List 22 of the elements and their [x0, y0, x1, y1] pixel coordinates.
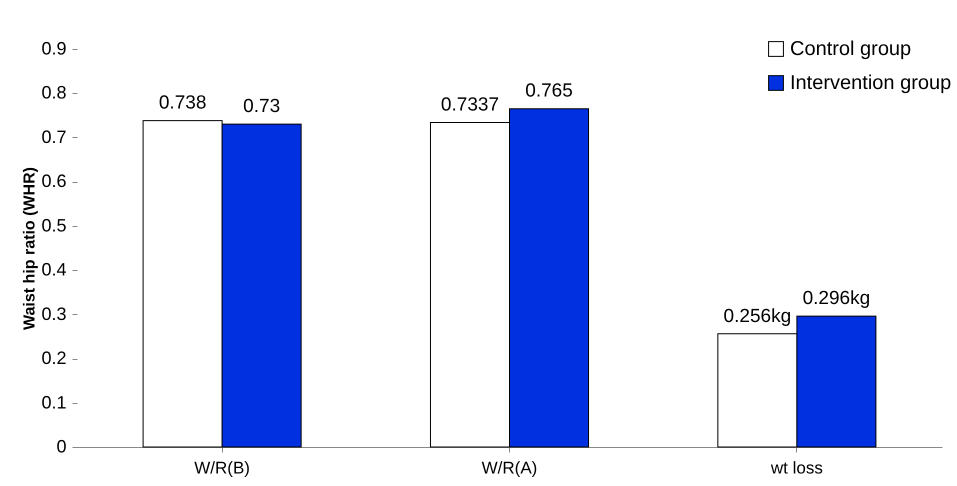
legend-label: Intervention group [790, 72, 952, 94]
x-tick-label: W/R(A) [482, 458, 538, 478]
y-tick-label: 0 [56, 436, 66, 456]
y-tick-label: 0.8 [41, 82, 66, 103]
y-tick-label: 0.5 [41, 215, 66, 236]
data-label: 0.256kg [724, 306, 792, 327]
y-tick-label: 0.3 [41, 304, 66, 324]
y-axis-title: Waist hip ratio (WHR) [21, 167, 38, 330]
y-tick-label: 0.7 [41, 126, 66, 147]
y-tick-label: 0.4 [41, 260, 66, 280]
legend-label: Control group [790, 38, 912, 60]
data-label: 0.738 [158, 92, 206, 114]
x-tick-label: W/R(B) [194, 458, 250, 478]
data-label: 0.7337 [440, 94, 500, 116]
data-label: 0.296kg [802, 288, 870, 310]
data-label: 0.73 [243, 96, 280, 118]
y-tick-label: 0.9 [41, 38, 66, 58]
data-label: 0.765 [525, 80, 573, 102]
y-tick-label: 0.6 [41, 171, 66, 192]
y-tick-label: 0.1 [41, 392, 66, 412]
y-tick-label: 0.2 [41, 348, 66, 368]
x-tick-label: wt loss [770, 458, 823, 478]
